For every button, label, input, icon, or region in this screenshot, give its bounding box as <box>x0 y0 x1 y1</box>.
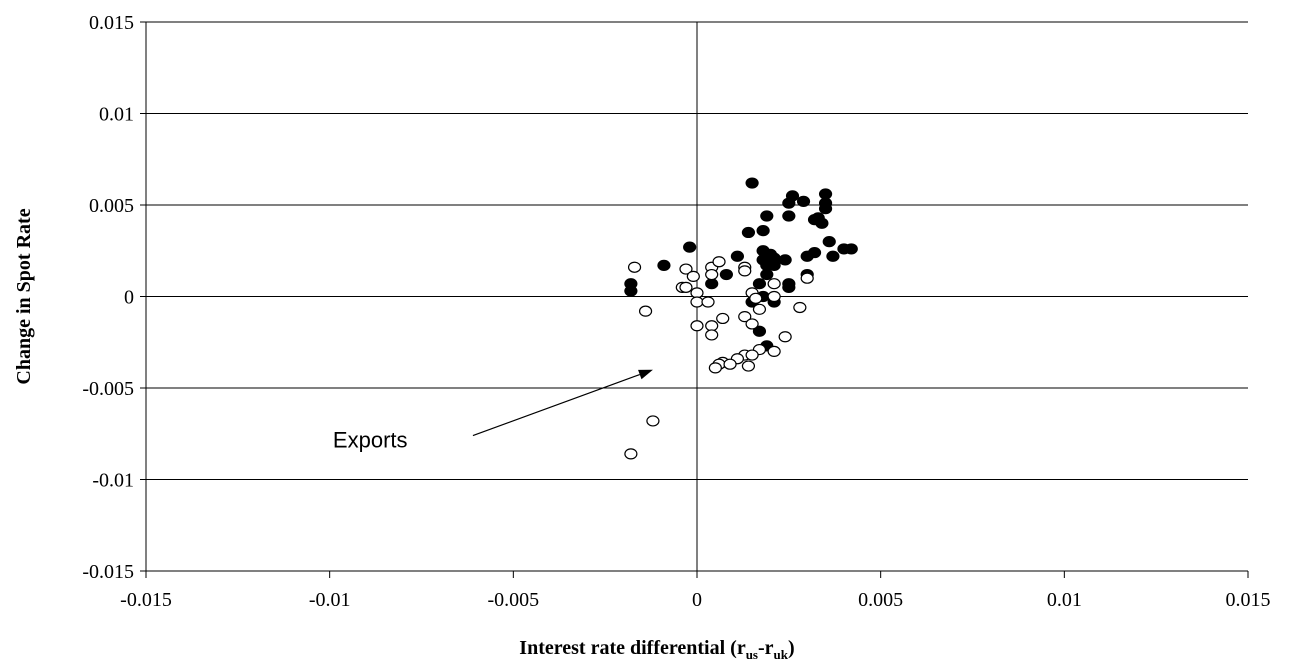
data-point-hollow <box>679 281 693 293</box>
data-point-filled <box>752 325 767 337</box>
x-tick-label: 0.01 <box>1047 589 1082 611</box>
data-point-filled <box>683 241 697 253</box>
annotation: Exports <box>333 369 653 453</box>
data-point-hollow <box>638 305 653 317</box>
y-tick-label: -0.015 <box>82 561 134 583</box>
data-point-hollow <box>679 263 693 275</box>
data-point-filled <box>782 281 796 293</box>
data-point-filled <box>657 259 671 271</box>
data-point-filled <box>822 236 836 248</box>
data-point-hollow <box>723 358 737 370</box>
annotation-label: Exports <box>333 428 408 453</box>
y-tick-label: -0.005 <box>82 378 134 400</box>
data-point-filled <box>719 268 733 281</box>
data-point-filled <box>782 210 796 222</box>
data-point-hollow <box>778 331 792 343</box>
data-point-hollow <box>767 345 781 357</box>
annotation-arrow <box>472 373 640 437</box>
data-point-filled <box>756 225 770 237</box>
data-point-filled <box>778 254 792 266</box>
x-axis-title-sub-us: us <box>746 647 758 662</box>
x-tick-label: -0.005 <box>487 589 539 611</box>
data-point-hollow <box>712 256 726 268</box>
data-point-hollow <box>705 268 719 281</box>
tick-labels: 0.015 0.01 0.005 0 -0.005 -0.01 -0.015 -0.015 -0… <box>82 12 1270 611</box>
data-point-hollow <box>767 290 781 303</box>
data-point-filled <box>800 250 814 262</box>
data-point-filled <box>782 197 796 209</box>
x-tick-label: 0.015 <box>1226 589 1271 611</box>
data-point-filled <box>624 285 638 297</box>
data-point-hollow <box>690 287 704 299</box>
annotation-arrowhead <box>638 369 653 380</box>
data-point-filled <box>760 268 774 281</box>
data-point-filled <box>818 188 833 200</box>
x-tick-label: -0.015 <box>120 589 172 611</box>
data-point-hollow <box>705 320 719 332</box>
data-point-hollow <box>793 301 807 314</box>
y-tick-label: 0.01 <box>99 104 134 126</box>
data-point-filled <box>705 278 719 290</box>
data-point-hollow <box>708 362 722 374</box>
y-tick-label: -0.01 <box>92 470 134 492</box>
data-points <box>624 177 858 460</box>
data-point-hollow <box>767 278 781 290</box>
data-point-hollow <box>690 296 704 308</box>
data-point-filled <box>752 278 767 290</box>
data-point-filled <box>760 210 774 222</box>
data-point-hollow <box>738 311 752 323</box>
x-axis-title-main: Interest rate differential (r <box>519 637 746 659</box>
data-point-filled <box>818 203 833 215</box>
data-point-hollow <box>745 318 759 330</box>
y-axis-title: Change in Spot Rate <box>13 208 35 384</box>
data-point-hollow <box>716 312 730 325</box>
x-tick-label: -0.01 <box>309 589 351 611</box>
data-point-hollow <box>624 448 638 460</box>
data-point-hollow <box>741 360 756 372</box>
x-axis-title-sub-uk: uk <box>774 647 789 662</box>
data-point-hollow <box>745 349 759 361</box>
data-point-hollow <box>627 261 642 273</box>
x-axis-title: Interest rate differential (rus-ruk) <box>519 637 794 662</box>
x-tick-label: 0.005 <box>858 589 903 611</box>
data-point-hollow <box>752 303 767 315</box>
data-point-hollow <box>701 296 715 308</box>
data-point-filled <box>745 177 759 189</box>
y-tick-label: 0 <box>124 287 134 309</box>
data-point-hollow <box>686 270 700 282</box>
data-point-hollow <box>749 292 763 304</box>
data-point-hollow <box>705 329 719 341</box>
y-tick-label: 0.015 <box>89 12 134 34</box>
data-point-hollow <box>738 265 752 277</box>
data-point-hollow <box>800 272 814 284</box>
data-point-filled <box>815 217 829 229</box>
data-point-hollow <box>690 320 704 332</box>
data-point-filled <box>826 250 840 262</box>
data-point-filled <box>767 259 781 271</box>
y-tick-label: 0.005 <box>89 195 134 217</box>
data-point-filled <box>844 243 858 255</box>
x-tick-label: 0 <box>692 589 702 611</box>
x-axis-title-close: ) <box>788 637 795 659</box>
data-point-filled <box>741 226 756 239</box>
data-point-filled <box>796 195 811 207</box>
x-axis-title-dash: -r <box>758 637 774 659</box>
data-point-filled <box>730 250 745 262</box>
data-point-hollow <box>646 415 660 427</box>
